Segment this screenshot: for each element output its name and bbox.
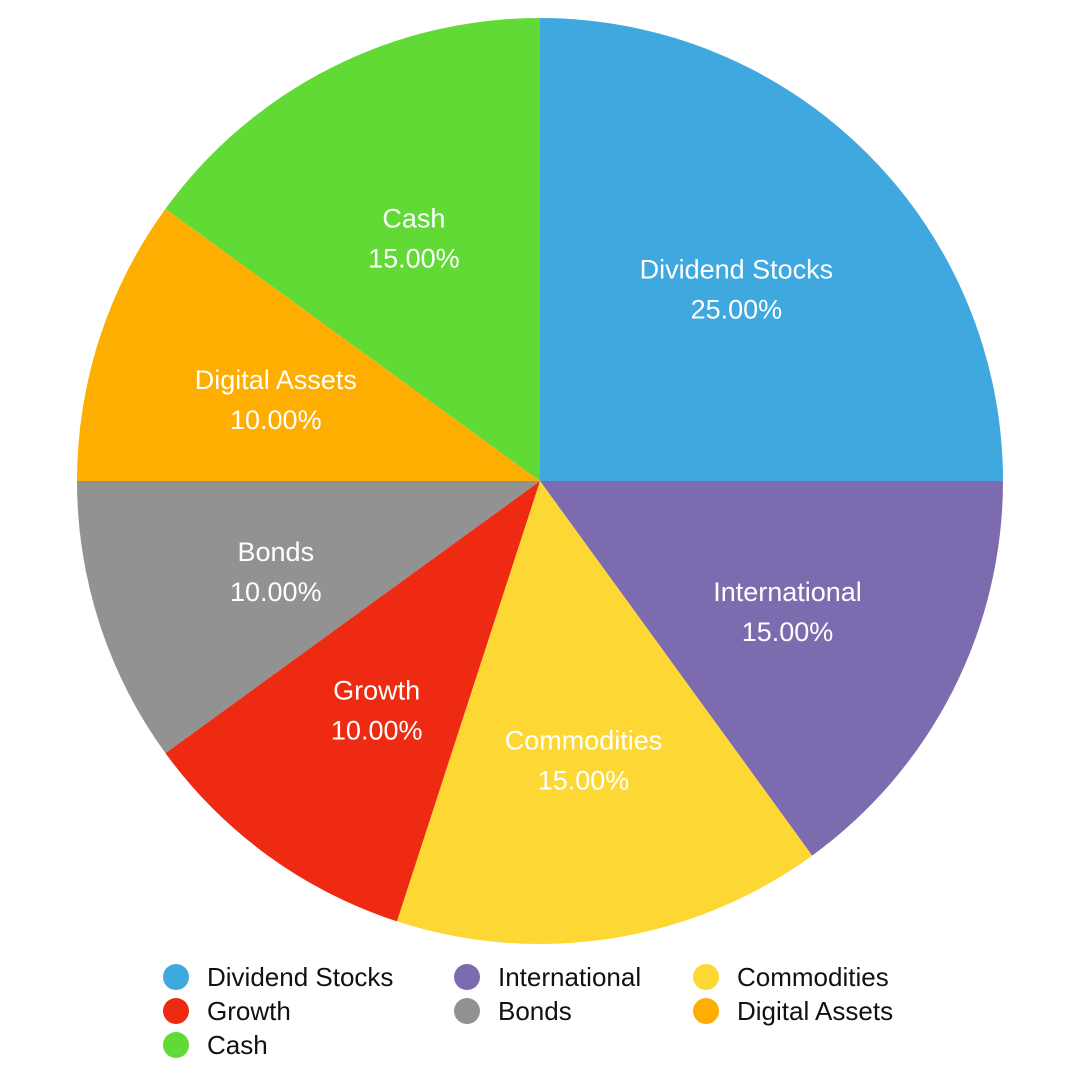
slice-label-growth: Growth (333, 676, 420, 706)
legend-item-digital-assets: Digital Assets (693, 994, 893, 1028)
slice-value-cash: 15.00% (368, 244, 460, 274)
pie-slice-digital-assets (77, 208, 540, 482)
legend-label-bonds: Bonds (498, 995, 572, 1026)
legend-item-dividend-stocks: Dividend Stocks (163, 960, 393, 994)
pie-slice-cash (165, 18, 540, 481)
pie-slice-commodities (396, 481, 813, 944)
chart-legend: Dividend Stocks International Commodities G… (163, 960, 963, 1070)
legend-item-commodities: Commodities (693, 960, 889, 994)
pie-slice-international (540, 481, 1003, 856)
slice-value-growth: 10.00% (331, 716, 423, 746)
legend-item-cash: Cash (163, 1028, 268, 1062)
slice-value-bonds: 10.00% (230, 577, 322, 607)
pie-slices (77, 18, 1003, 944)
slice-value-commodities: 15.00% (538, 765, 630, 795)
pie-slice-labels: Dividend Stocks 25.00% International 15.00%… (195, 204, 862, 796)
legend-label-international: International (498, 961, 642, 992)
pie-slice-bonds (77, 481, 540, 754)
legend-item-growth: Growth (163, 994, 291, 1028)
legend-label-cash: Cash (207, 1029, 268, 1060)
legend-swatch-digital-assets (693, 998, 719, 1024)
legend-label-growth: Growth (207, 995, 291, 1026)
legend-swatch-commodities (693, 964, 719, 990)
slice-label-digital-assets: Digital Assets (195, 365, 357, 395)
slice-label-bonds: Bonds (238, 537, 315, 567)
slice-label-dividend-stocks: Dividend Stocks (640, 255, 834, 285)
legend-swatch-bonds (454, 998, 480, 1024)
legend-label-digital-assets: Digital Assets (737, 995, 894, 1026)
legend-label-dividend-stocks: Dividend Stocks (207, 961, 394, 992)
legend-swatch-growth (163, 998, 189, 1024)
slice-label-cash: Cash (382, 204, 445, 234)
legend-swatch-cash (163, 1032, 189, 1058)
pie-slice-growth (165, 481, 540, 922)
legend-item-bonds: Bonds (454, 994, 572, 1028)
pie-slice-dividend-stocks (540, 18, 1003, 481)
legend-label-commodities: Commodities (737, 961, 889, 992)
slice-label-commodities: Commodities (505, 725, 663, 755)
slice-value-dividend-stocks: 25.00% (691, 295, 783, 325)
slice-value-international: 15.00% (742, 617, 834, 647)
legend-item-international: International (454, 960, 641, 994)
legend-swatch-dividend-stocks (163, 964, 189, 990)
slice-value-digital-assets: 10.00% (230, 405, 322, 435)
legend-swatch-international (454, 964, 480, 990)
slice-label-international: International (713, 577, 862, 607)
